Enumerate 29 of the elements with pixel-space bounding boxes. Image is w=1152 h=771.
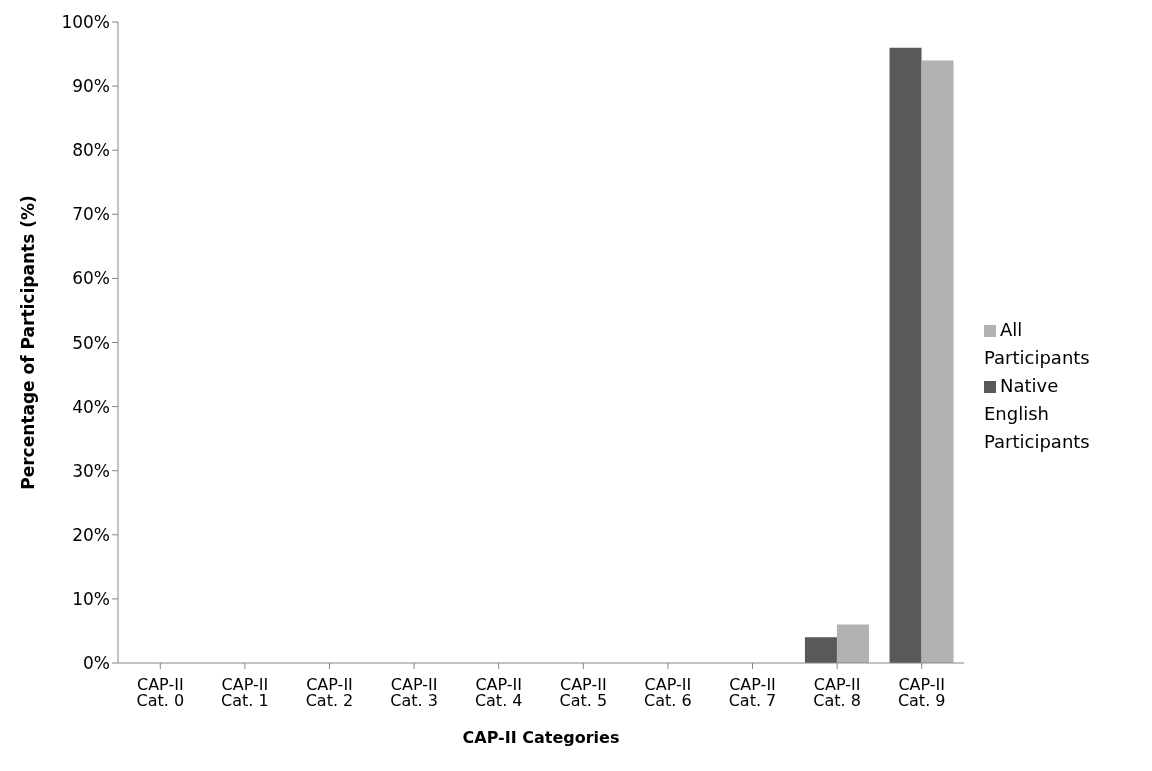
bar bbox=[804, 637, 837, 663]
y-tick-label: 100% bbox=[61, 12, 110, 33]
x-tick-label: CAP-II Cat. 7 bbox=[728, 675, 777, 711]
legend-label: Native English Participants bbox=[984, 374, 1090, 452]
x-tick-label: CAP-II Cat. 5 bbox=[559, 675, 608, 711]
bar bbox=[889, 47, 922, 663]
legend-label: All Participants bbox=[984, 318, 1090, 368]
x-tick-label: CAP-II Cat. 4 bbox=[474, 675, 523, 711]
x-tick-label: CAP-II Cat. 0 bbox=[136, 675, 185, 711]
x-tick-label: CAP-II Cat. 9 bbox=[897, 675, 946, 711]
y-tick-label: 70% bbox=[72, 204, 110, 225]
x-tick-label: CAP-II Cat. 1 bbox=[221, 675, 269, 711]
y-tick-label: 0% bbox=[83, 653, 110, 674]
bar bbox=[836, 624, 869, 663]
y-tick-label: 20% bbox=[72, 524, 110, 545]
x-tick-label: CAP-II Cat. 8 bbox=[813, 675, 861, 711]
y-tick-label: 50% bbox=[72, 332, 110, 353]
x-tick-label: CAP-II Cat. 3 bbox=[390, 675, 438, 711]
y-tick-label: 80% bbox=[72, 140, 110, 161]
y-tick-label: 90% bbox=[72, 76, 110, 97]
y-tick-label: 10% bbox=[72, 588, 110, 609]
x-tick-label: CAP-II Cat. 2 bbox=[305, 675, 354, 711]
y-tick-label: 30% bbox=[72, 460, 110, 481]
y-axis-title: Percentage of Participants (%) bbox=[18, 195, 39, 490]
bar bbox=[921, 60, 954, 663]
x-axis-title: CAP-II Categories bbox=[462, 728, 620, 747]
y-tick-label: 60% bbox=[72, 268, 110, 289]
x-tick-label: CAP-II Cat. 6 bbox=[644, 675, 692, 711]
y-tick-label: 40% bbox=[72, 396, 110, 417]
